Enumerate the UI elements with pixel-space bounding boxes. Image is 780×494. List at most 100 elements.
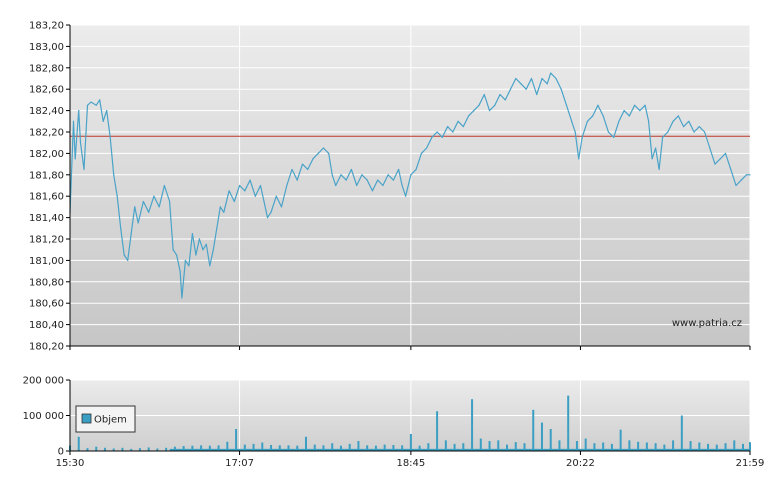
volume-bar	[532, 409, 535, 451]
price-point	[137, 222, 139, 224]
price-point	[382, 184, 384, 187]
price-point	[212, 249, 214, 251]
volume-bar	[226, 441, 229, 451]
volume-base-band	[169, 448, 750, 451]
price-point	[565, 104, 568, 106]
volume-bar	[497, 440, 500, 451]
price-point	[116, 195, 118, 197]
volume-bar	[217, 445, 220, 451]
volume-bar	[462, 443, 465, 451]
volume-bar	[575, 441, 578, 451]
volume-bar	[374, 445, 377, 451]
price-point	[478, 104, 480, 106]
price-point	[275, 195, 277, 197]
price-point	[494, 104, 496, 106]
volume-bar	[584, 438, 587, 451]
price-point	[205, 243, 207, 245]
price-point	[426, 147, 428, 149]
price-point	[550, 72, 552, 74]
price-point	[195, 254, 197, 256]
volume-bar	[628, 440, 631, 451]
price-point	[677, 115, 679, 117]
price-point	[181, 297, 183, 299]
price-point	[602, 115, 604, 117]
price-y-tick-label: 181,40	[29, 213, 64, 224]
price-point	[405, 195, 407, 197]
volume-bar	[514, 442, 517, 451]
volume-bar	[86, 448, 89, 451]
volume-bar	[610, 443, 613, 451]
price-point	[607, 131, 610, 133]
price-plot-background	[70, 25, 750, 346]
volume-bar	[637, 441, 640, 451]
price-point	[581, 136, 583, 138]
volume-bar	[506, 444, 509, 451]
price-point	[356, 184, 358, 187]
price-point	[86, 104, 89, 106]
price-point	[153, 195, 155, 197]
price-point	[366, 179, 368, 181]
price-point	[499, 93, 501, 96]
price-point	[735, 184, 737, 187]
price-point	[335, 184, 337, 187]
price-point	[72, 120, 75, 122]
volume-bar	[165, 447, 168, 451]
price-point	[280, 206, 283, 208]
price-point	[79, 142, 82, 144]
price-point	[244, 190, 246, 192]
price-point	[714, 163, 716, 165]
price-point	[639, 110, 641, 112]
price-point	[291, 168, 293, 171]
price-point	[134, 206, 136, 208]
x-tick-label: 15:30	[56, 458, 85, 469]
price-point	[286, 184, 288, 187]
price-point	[634, 104, 636, 106]
volume-bar	[252, 443, 255, 451]
volume-bar	[235, 428, 238, 451]
price-point	[592, 115, 594, 117]
volume-bar	[200, 445, 203, 451]
volume-bar	[366, 445, 369, 451]
volume-bar	[418, 445, 421, 451]
price-point	[661, 136, 664, 138]
volume-bar	[121, 447, 124, 451]
volume-y-tick-label: 0	[58, 447, 64, 458]
legend-swatch	[81, 413, 92, 424]
price-point	[106, 110, 108, 112]
price-point	[578, 158, 580, 160]
volume-bar	[733, 440, 736, 451]
volume-bar	[182, 446, 185, 451]
volume-bar	[645, 442, 648, 451]
price-y-tick-label: 182,40	[29, 106, 64, 117]
price-point	[109, 136, 111, 138]
price-point	[688, 120, 690, 122]
price-point	[78, 110, 80, 112]
price-point	[401, 184, 403, 187]
price-point	[473, 110, 475, 112]
price-point	[446, 126, 449, 128]
price-point	[74, 158, 76, 160]
volume-bar	[602, 442, 605, 451]
price-point	[644, 104, 646, 106]
price-point	[223, 211, 225, 213]
volume-bar	[322, 445, 325, 451]
volume-y-tick-label: 100 000	[23, 411, 64, 422]
price-point	[488, 110, 491, 112]
price-y-tick-label: 182,60	[29, 85, 64, 96]
price-y-tick-label: 182,20	[29, 128, 64, 139]
price-point	[693, 131, 695, 133]
price-point	[249, 179, 251, 181]
price-point	[259, 184, 262, 187]
price-point	[525, 88, 527, 90]
price-point	[441, 136, 443, 138]
volume-bar	[549, 428, 552, 451]
price-point	[483, 93, 485, 96]
price-point	[176, 254, 178, 256]
price-point	[574, 131, 576, 133]
price-point	[317, 152, 319, 154]
volume-bar	[672, 440, 675, 451]
price-point	[698, 126, 700, 128]
price-point	[123, 254, 125, 256]
price-point	[296, 179, 298, 181]
